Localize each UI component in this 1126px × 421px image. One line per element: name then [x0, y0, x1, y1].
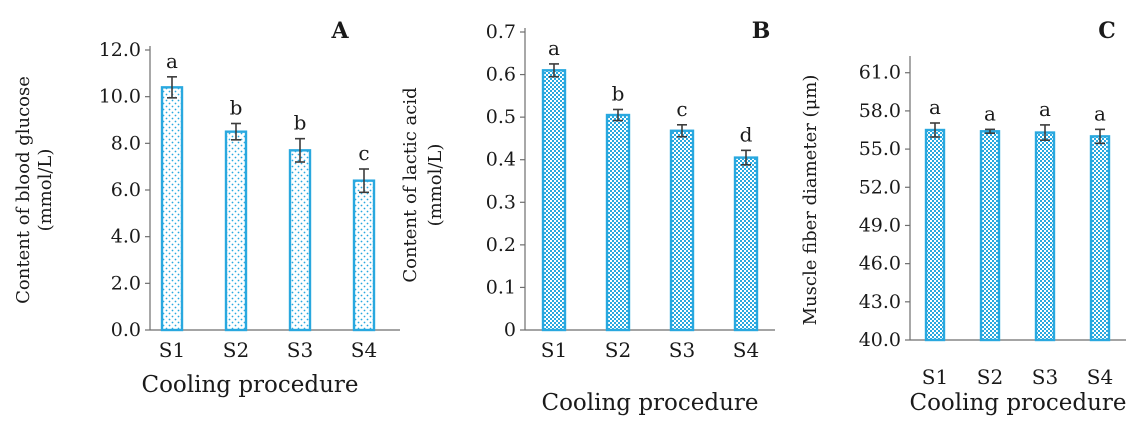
y-tick-label: 49.0	[859, 214, 901, 236]
bar	[160, 86, 184, 332]
category-label: S2	[977, 365, 1003, 389]
bar	[979, 130, 1001, 342]
bar	[288, 149, 312, 332]
bar	[605, 113, 631, 332]
category-label: S4	[1087, 365, 1113, 389]
y-tick-label: 0.2	[486, 234, 516, 256]
significance-letter: a	[929, 95, 941, 119]
category-label: S1	[159, 338, 185, 362]
y-tick-label: 12.0	[99, 39, 141, 61]
y-axis-label: Content of blood glucose	[13, 76, 34, 304]
panel-label: A	[330, 18, 349, 44]
bar	[541, 69, 567, 332]
category-label: S4	[733, 338, 759, 362]
y-tick-label: 55.0	[859, 138, 901, 160]
y-tick-label: 2.0	[111, 272, 141, 294]
significance-letter: b	[612, 81, 625, 105]
category-label: S1	[922, 365, 948, 389]
significance-letter: a	[1094, 101, 1106, 125]
y-tick-label: 52.0	[859, 176, 901, 198]
y-tick-label: 40.0	[859, 329, 901, 351]
bar	[1089, 135, 1111, 342]
y-tick-label: 0.4	[486, 149, 516, 171]
y-tick-label: 43.0	[859, 291, 901, 313]
panel-label: B	[752, 18, 771, 44]
bar	[733, 156, 759, 332]
chart-panel-a: 0.0 2.0 4.0 6.0 8.0 10.0 12.0 a S1 b S2 b S3 c S4 A Cool…	[13, 18, 400, 398]
bar	[352, 179, 376, 332]
category-label: S4	[351, 338, 377, 362]
significance-letter: a	[166, 49, 178, 73]
bar	[1034, 131, 1056, 342]
y-tick-label: 0.6	[486, 64, 516, 86]
y-tick-label: 0.3	[486, 191, 516, 213]
y-tick-label: 0.5	[486, 106, 516, 128]
y-axis-label: Muscle fiber diameter (μm)	[800, 75, 821, 326]
category-label: S3	[1032, 365, 1058, 389]
chart-panel-b: 0 0.1 0.2 0.3 0.4 0.5 0.6 0.7 a S1 b S2 c S3 d S4 B Cooli…	[400, 18, 775, 416]
category-label: S1	[541, 338, 567, 362]
y-tick-label: 10.0	[99, 86, 141, 108]
category-label: S2	[605, 338, 631, 362]
y-axis-label: Content of lactic acid	[400, 87, 421, 282]
category-label: S3	[669, 338, 695, 362]
category-label: S3	[287, 338, 313, 362]
significance-letter: b	[294, 111, 307, 135]
y-tick-label: 58.0	[859, 100, 901, 122]
x-axis-label: Cooling procedure	[909, 390, 1126, 416]
y-tick-label: 8.0	[111, 132, 141, 154]
y-tick-label: 0	[504, 319, 516, 341]
significance-letter: b	[230, 96, 243, 120]
significance-letter: a	[548, 36, 560, 60]
y-tick-label: 61.0	[859, 62, 901, 84]
significance-letter: c	[358, 141, 369, 165]
significance-letter: d	[740, 122, 753, 146]
y-tick-label: 6.0	[111, 179, 141, 201]
significance-letter: a	[984, 101, 996, 125]
y-tick-label: 0.7	[486, 21, 516, 43]
bar	[224, 130, 248, 332]
y-tick-label: 0.1	[486, 276, 516, 298]
y-tick-label: 46.0	[859, 253, 901, 275]
bar	[669, 129, 695, 332]
y-tick-label: 4.0	[111, 226, 141, 248]
chart-panel-c: 40.0 43.0 46.0 49.0 52.0 55.0 58.0 61.0 a S1 a S2 a S…	[800, 18, 1126, 416]
y-tick-label: 0.0	[111, 319, 141, 341]
category-label: S2	[223, 338, 249, 362]
significance-letter: c	[676, 97, 687, 121]
panel-label: C	[1098, 18, 1116, 44]
y-axis-label: (mmol/L)	[425, 144, 446, 227]
bar	[924, 128, 946, 342]
significance-letter: a	[1039, 97, 1051, 121]
x-axis-label: Cooling procedure	[141, 372, 358, 398]
x-axis-label: Cooling procedure	[541, 390, 758, 416]
y-axis-label: (mmol/L)	[35, 149, 56, 232]
